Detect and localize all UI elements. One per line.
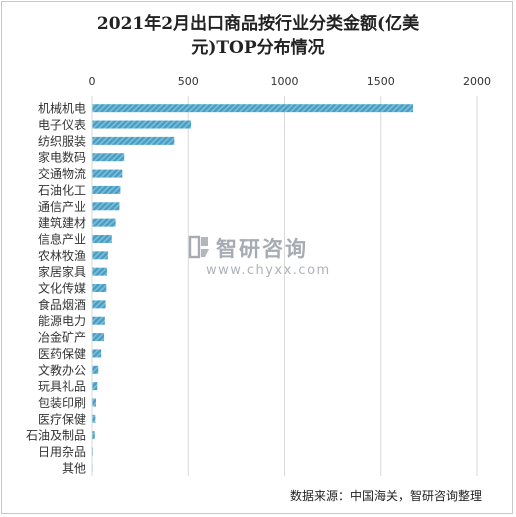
y-category-label: 信息产业 xyxy=(38,231,86,246)
y-category-label: 玩具礼品 xyxy=(38,379,86,394)
y-category-label: 日用杂品 xyxy=(38,445,86,459)
bar-19 xyxy=(92,398,96,407)
bar-14 xyxy=(92,316,105,325)
y-category-label: 其他 xyxy=(62,461,86,475)
y-category-label: 文化传媒 xyxy=(38,281,86,296)
y-category-label: 文教办公 xyxy=(38,362,86,377)
chart-title-line-2: 元)TOP分布情况 xyxy=(191,38,325,58)
bar-10 xyxy=(92,251,108,260)
y-category-label: 家电数码 xyxy=(38,150,86,165)
y-category-label: 通信产业 xyxy=(38,200,86,214)
watermark: 智研咨询 www.chyxx.com xyxy=(188,232,338,284)
bar-11 xyxy=(92,267,107,276)
bar-2 xyxy=(92,120,192,129)
y-category-label: 家居家具 xyxy=(38,264,86,279)
bar-4 xyxy=(92,153,125,162)
y-category-label: 包装印刷 xyxy=(38,396,86,410)
y-category-label: 石油化工 xyxy=(38,183,86,197)
y-category-label: 机械机电 xyxy=(38,101,86,116)
y-category-label: 电子仪表 xyxy=(38,118,86,132)
source-note: 数据来源：中国海关，智研咨询整理 xyxy=(289,489,482,503)
bar-13 xyxy=(92,300,106,309)
bar-18 xyxy=(92,382,98,391)
y-category-label: 能源电力 xyxy=(38,314,86,328)
y-category-label: 交通物流 xyxy=(38,166,86,181)
bar-6 xyxy=(92,185,121,194)
y-category-label: 纺织服装 xyxy=(38,134,86,148)
x-tick-label: 0 xyxy=(89,75,96,88)
y-category-label: 农林牧渔 xyxy=(38,249,86,263)
x-tick-label: 2000 xyxy=(463,75,491,88)
bar-5 xyxy=(92,169,123,178)
x-tick-label: 1000 xyxy=(271,75,299,88)
watermark-url: www.chyxx.com xyxy=(206,263,331,278)
y-category-label: 建筑建材 xyxy=(38,215,86,230)
bar-15 xyxy=(92,333,105,342)
y-category-label: 食品烟酒 xyxy=(38,297,86,312)
x-tick-label: 500 xyxy=(178,75,199,88)
chart-title-line-1: 2021年2月出口商品按行业分类金额(亿美 xyxy=(96,14,420,34)
bar-8 xyxy=(92,218,116,227)
brand-logo-icon xyxy=(188,235,209,259)
x-tick-label: 1500 xyxy=(367,75,395,88)
y-category-label: 医疗保健 xyxy=(38,412,86,426)
bar-7 xyxy=(92,202,120,211)
bar-16 xyxy=(92,349,102,358)
bar-20 xyxy=(92,414,96,423)
y-category-label: 医药保健 xyxy=(38,347,86,361)
chart-title: 2021年2月出口商品按行业分类金额(亿美 元)TOP分布情况 xyxy=(0,12,516,60)
y-category-label: 石油及制品 xyxy=(26,429,86,443)
bar-21 xyxy=(92,431,95,440)
watermark-brand: 智研咨询 xyxy=(216,237,308,261)
bar-12 xyxy=(92,284,107,293)
bar-3 xyxy=(92,136,175,145)
bar-1 xyxy=(92,104,414,113)
bar-9 xyxy=(92,234,112,243)
y-category-label: 冶金矿产 xyxy=(38,330,86,345)
bar-17 xyxy=(92,365,99,374)
